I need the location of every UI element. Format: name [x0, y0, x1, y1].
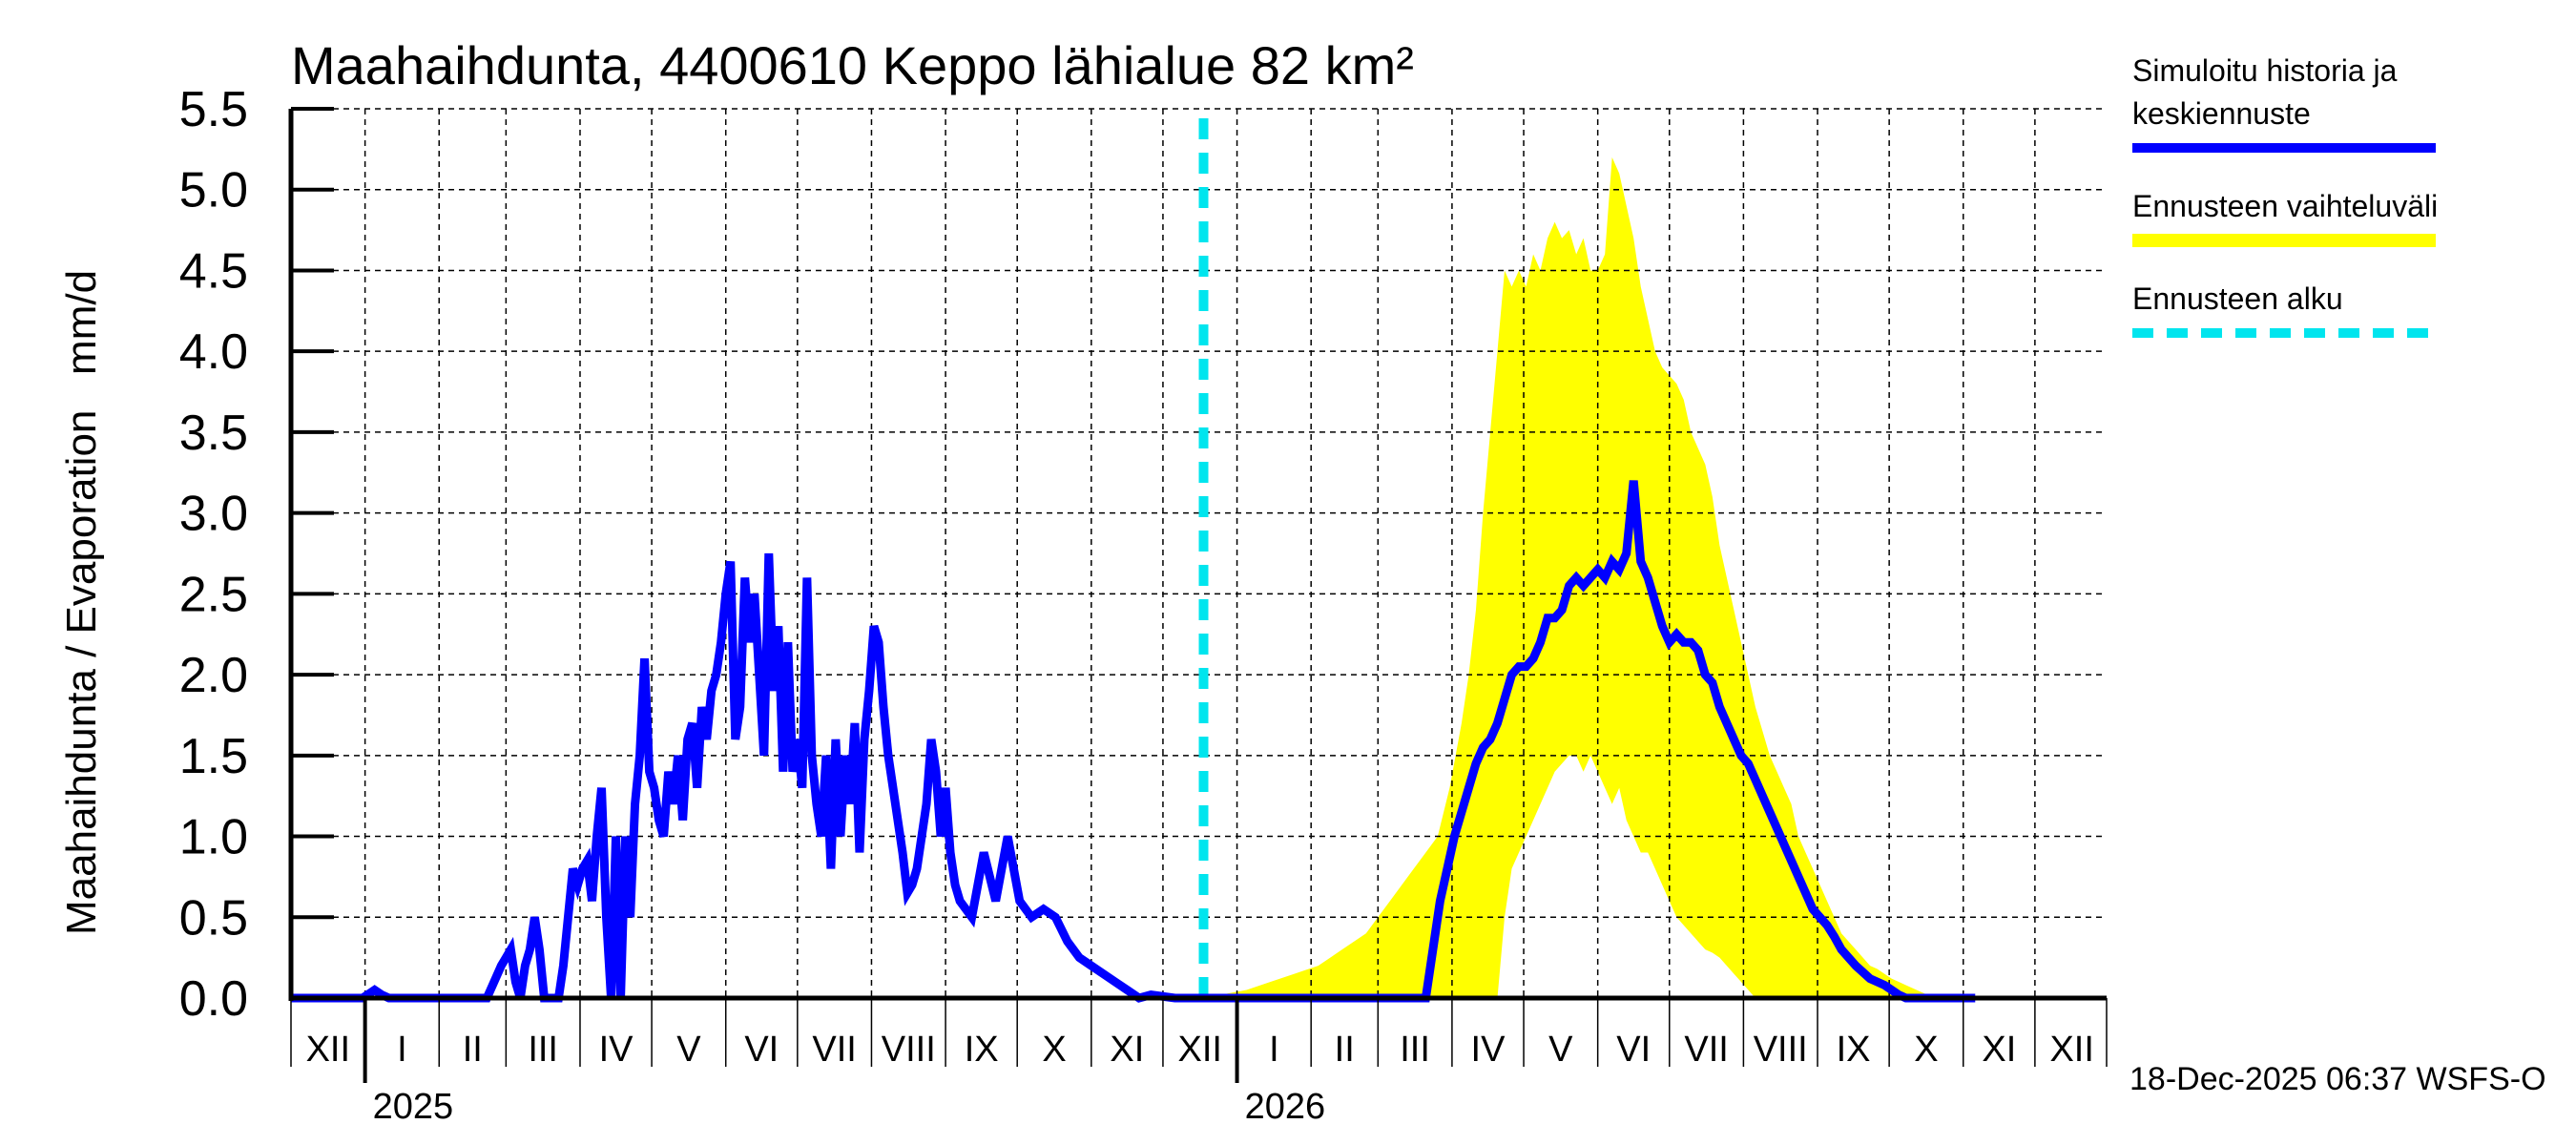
y-tick-label: 3.0: [179, 487, 248, 542]
month-label: XI: [1110, 1030, 1144, 1070]
month-label: II: [1335, 1030, 1355, 1070]
month-label: V: [1548, 1030, 1573, 1070]
month-label: VI: [1616, 1030, 1651, 1070]
month-label: VII: [812, 1030, 856, 1070]
simulated-history-line: [291, 480, 1976, 1003]
chart-title: Maahaihdunta, 4400610 Keppo lähialue 82 …: [291, 35, 1414, 95]
month-label: XII: [1178, 1030, 1222, 1070]
month-label: XI: [1982, 1030, 2016, 1070]
legend-label: Ennusteen vaihteluväli: [2132, 189, 2438, 223]
legend-label: Ennusteen alku: [2132, 281, 2343, 316]
month-label: III: [528, 1030, 558, 1070]
y-tick-label: 1.5: [179, 729, 248, 784]
month-label: VIII: [882, 1030, 936, 1070]
legend-label: Simuloitu historia ja: [2132, 53, 2398, 88]
y-axis-label: Maahaihdunta / Evaporation mm/d: [58, 270, 105, 935]
axes-layer: [288, 107, 2108, 1083]
y-tick-label: 0.5: [179, 890, 248, 946]
grid-layer: [291, 108, 2107, 998]
x-tick-labels: XII I II III IV V VI VII VIII IX X XI XII I II III IV V VI…: [306, 1030, 2094, 1127]
timestamp: 18-Dec-2025 06:37 WSFS-O: [2129, 1061, 2546, 1097]
year-label: 2025: [373, 1087, 454, 1127]
month-label: VII: [1684, 1030, 1728, 1070]
month-label: III: [1400, 1030, 1430, 1070]
legend-swatch-simulated: [2132, 143, 2436, 153]
month-label: IV: [1471, 1030, 1506, 1070]
legend-label: keskiennuste: [2132, 96, 2311, 131]
month-label: VI: [744, 1030, 779, 1070]
y-tick-labels: 0.0 0.5 1.0 1.5 2.0 2.5 3.0 3.5 4.0 4.5 5.0 5.5: [179, 82, 248, 1027]
month-label: I: [1269, 1030, 1279, 1070]
month-label: II: [463, 1030, 483, 1070]
y-tick-label: 3.5: [179, 406, 248, 461]
month-label: IX: [1837, 1030, 1871, 1070]
month-label: IX: [965, 1030, 999, 1070]
month-label: V: [676, 1030, 701, 1070]
y-tick-label: 5.5: [179, 82, 248, 137]
y-tick-label: 0.0: [179, 971, 248, 1027]
month-label: X: [1042, 1030, 1066, 1070]
month-label: I: [397, 1030, 407, 1070]
month-label: XII: [306, 1030, 350, 1070]
month-label: IV: [599, 1030, 634, 1070]
month-label: XII: [2049, 1030, 2093, 1070]
y-tick-label: 4.0: [179, 324, 248, 380]
y-tick-label: 4.5: [179, 243, 248, 299]
y-tick-label: 2.5: [179, 567, 248, 622]
month-label: VIII: [1754, 1030, 1808, 1070]
y-tick-label: 2.0: [179, 648, 248, 703]
legend: Simuloitu historia ja keskiennuste Ennuste…: [2132, 53, 2438, 338]
month-label: X: [1914, 1030, 1938, 1070]
series-layer: [291, 480, 1976, 1003]
y-tick-label: 1.0: [179, 810, 248, 865]
legend-swatch-forecast-range: [2132, 234, 2436, 247]
year-label: 2026: [1245, 1087, 1326, 1127]
y-tick-label: 5.0: [179, 163, 248, 219]
